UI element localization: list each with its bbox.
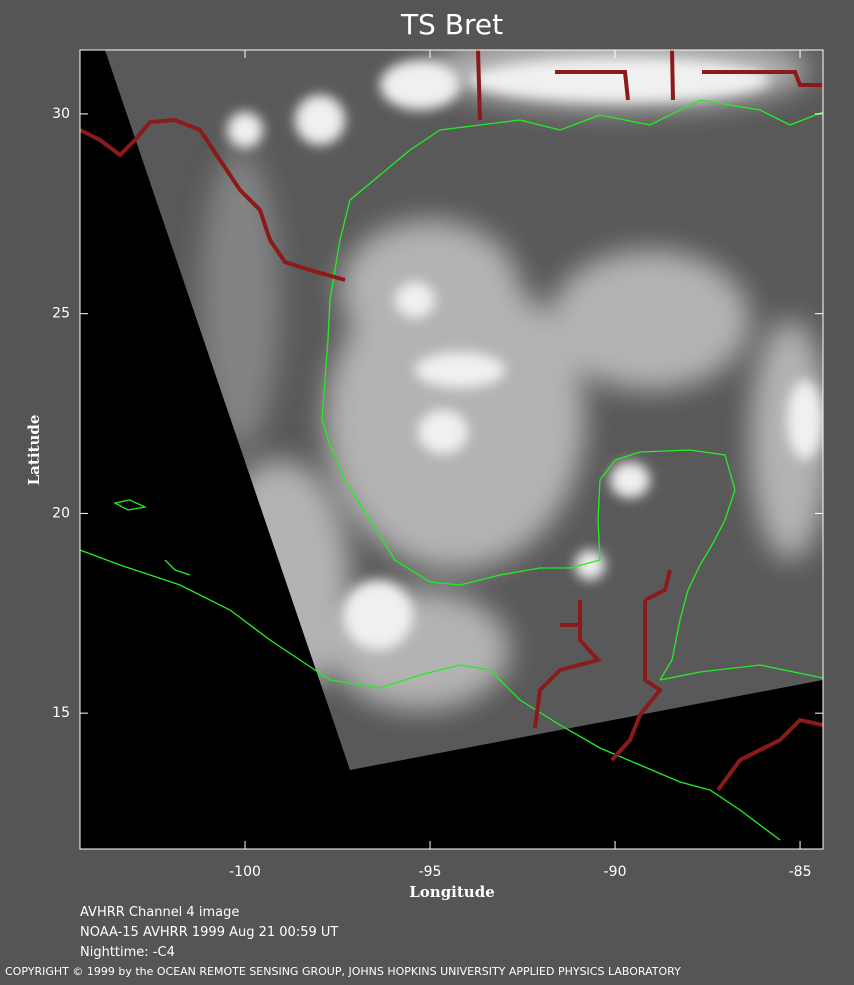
x-tick-label: -85 (789, 864, 812, 880)
axes: -100 -95 -90 -85 15 20 25 30 (52, 50, 823, 880)
satellite-image (80, 50, 823, 849)
note: NOAA-15 AVHRR 1999 Aug 21 00:59 UT (80, 925, 338, 940)
x-tick-label: -90 (604, 864, 627, 880)
chart-title: TS Bret (400, 8, 503, 41)
y-axis-label: Latitude (25, 415, 43, 486)
clouds (200, 50, 823, 710)
y-tick-label: 30 (52, 106, 70, 122)
y-tick-label: 15 (52, 705, 70, 721)
copyright: COPYRIGHT © 1999 by the OCEAN REMOTE SEN… (5, 965, 681, 978)
borders (80, 50, 823, 792)
y-tick-label: 20 (52, 505, 70, 521)
x-axis-label: Longitude (409, 883, 495, 901)
note: Nighttime: -C4 (80, 945, 175, 960)
x-tick-label: -100 (229, 864, 261, 880)
coastlines (80, 99, 823, 841)
note: AVHRR Channel 4 image (80, 905, 239, 920)
x-tick-label: -95 (419, 864, 442, 880)
plot-frame (79, 49, 824, 850)
y-tick-label: 25 (52, 306, 70, 322)
